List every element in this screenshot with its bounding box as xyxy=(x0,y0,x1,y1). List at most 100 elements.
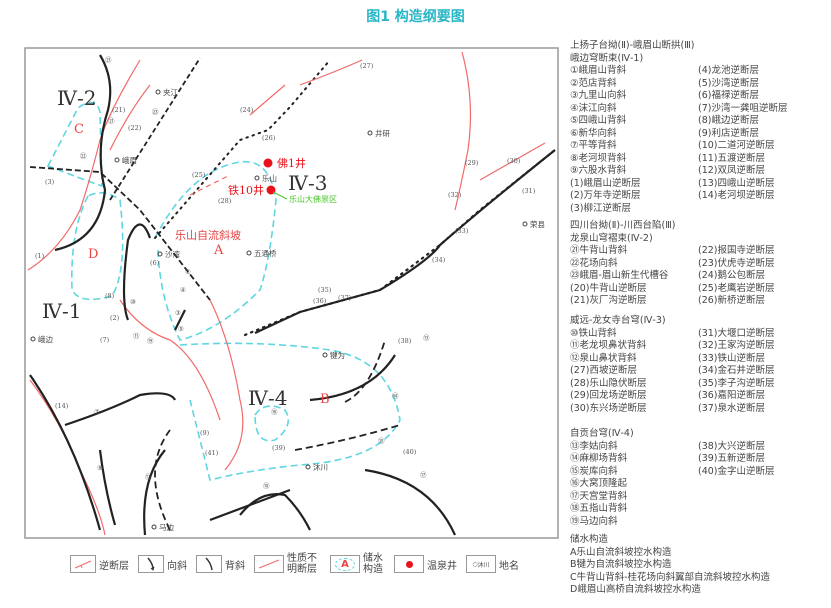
fault-label: (41) xyxy=(205,449,219,457)
place-marker xyxy=(367,130,373,136)
fold-label: ⑦ xyxy=(94,408,100,416)
zone-c: C xyxy=(74,122,84,137)
legend-item: ③九里山向斜 xyxy=(570,90,627,101)
legend-item: ⑮炭库向斜 xyxy=(570,465,618,477)
place-name: 乐山 xyxy=(262,173,277,183)
region-iv-2: Ⅳ-2 xyxy=(57,86,96,110)
fault-label: (3) xyxy=(45,178,55,186)
legend-item: (34)金石井逆断层 xyxy=(698,365,775,376)
legend-subheader: 自贡台穹(Ⅳ-4) xyxy=(570,428,634,439)
legend-list: (38)大兴逆断层 (39)五新逆断层 (40)金字山逆断层 xyxy=(698,441,775,529)
fault-label: (34) xyxy=(432,256,446,264)
fault-line xyxy=(119,299,221,421)
fold-axis xyxy=(174,309,186,331)
legend-group-iv-4: 自贡台穹(Ⅳ-4) ⑬李姑向斜 ⑭麻柳场背斜 ⑮炭库向斜 ⑯大窝顶隆起 ⑰天宫堂背斜 ⑱五… xyxy=(570,428,775,528)
fold-label: ⑪ xyxy=(133,332,140,340)
legend-list: (22)报国寺逆断层 (23)伏虎寺逆断层 (24)鹅公包断层 (25)老鹰岩逆断层(… xyxy=(698,245,775,308)
legend-item: (9)利店逆断层 xyxy=(698,127,759,139)
legend-item: (29)回龙场逆断层 xyxy=(570,390,647,401)
region-iv-1: Ⅳ-1 xyxy=(42,299,81,323)
place-marker xyxy=(522,221,528,227)
fault-label: (2) xyxy=(110,314,120,322)
zone-a: A xyxy=(213,243,224,258)
fold-label: ㉓ xyxy=(152,108,159,116)
legend-item: (6)福禄逆断层 xyxy=(698,90,759,101)
legend-item: ⑥新华向斜 xyxy=(570,127,617,139)
reverse-fault-icon xyxy=(70,555,96,573)
place-name: 井研 xyxy=(375,128,390,138)
legend-item: (33)铁山逆断层 xyxy=(698,352,766,364)
fold-axis xyxy=(143,449,166,536)
anticline-icon xyxy=(196,555,222,573)
legend-item: ⑧老河坝背斜 xyxy=(570,152,627,164)
fault-label: (29) xyxy=(465,159,479,167)
unknown-fault-icon xyxy=(254,555,284,573)
legend-item: ①峨眉山背斜 xyxy=(570,65,627,76)
legend-item: (8)峨边逆断层 xyxy=(698,115,759,126)
fold-axis xyxy=(98,449,117,526)
fold-label: ⑱ xyxy=(263,482,270,490)
legend-item: (10)二道河逆断层 xyxy=(698,140,775,151)
legend-unknown-fault: 性质不明断层 xyxy=(254,553,321,575)
dashed-syncline-b xyxy=(344,339,386,403)
legend-label: 逆断层 xyxy=(99,560,129,572)
fold-label: ⑨ xyxy=(97,464,103,472)
place-marker xyxy=(305,464,311,470)
place-name-icon: ○ 沐川 xyxy=(466,555,496,573)
legend-place-name: ○ 沐川 地名 xyxy=(466,555,519,573)
legend-item: ⑬李姑向斜 xyxy=(570,440,618,452)
anticline-axis xyxy=(254,149,556,334)
fold-label: ③ xyxy=(175,309,181,317)
fold-label: ㉒ xyxy=(80,152,87,160)
fold-label: ④ xyxy=(180,286,186,294)
fault-label: (7) xyxy=(100,336,110,344)
fault-label: (27) xyxy=(360,62,374,70)
fault-label: (33) xyxy=(455,227,469,235)
fold-label: ⑭ xyxy=(392,392,399,400)
place-name: 马边 xyxy=(159,523,174,532)
legend-item: (31)大堰口逆断层 xyxy=(698,327,775,339)
legend-item: (37)泉水逆断层 xyxy=(698,402,766,414)
fold-label: ⑲ xyxy=(147,337,154,345)
fault-label: (35) xyxy=(318,286,332,294)
legend-label: 背斜 xyxy=(225,560,245,572)
legend-header: 四川台拗(Ⅱ)-川西台陷(Ⅲ) xyxy=(570,220,676,231)
legend-item: (39)五新逆断层 xyxy=(698,453,766,464)
anticline-axis xyxy=(54,54,112,252)
fault-label: (37) xyxy=(338,294,352,302)
fold-label: ㉑ xyxy=(105,56,112,64)
water-structure-icon: A xyxy=(330,555,360,573)
fold-axis xyxy=(209,488,291,522)
place-marker xyxy=(114,157,120,163)
legend-item: (30)东兴场逆断层 xyxy=(570,402,647,414)
fault-label: (40) xyxy=(403,448,417,456)
legend-item: (20)牛背山逆断层 xyxy=(570,282,647,294)
dashed-fault-w xyxy=(29,166,211,301)
legend-item: (11)五渡逆断层 xyxy=(698,152,766,164)
legend-item: (5)沙湾逆断层 xyxy=(698,77,759,89)
place-marker xyxy=(157,251,163,257)
legend-item: (25)老鹰岩逆断层 xyxy=(698,282,775,294)
fold-axis xyxy=(64,392,176,427)
dashed-syncline-c xyxy=(294,424,401,451)
legend-item: ⑤四峨山背斜 xyxy=(570,115,627,126)
legend-subheader: 龙泉山穹褶束(Ⅳ-2) xyxy=(570,232,653,244)
fault-label: (1) xyxy=(35,252,45,260)
legend-item: (35)李子沟逆断层 xyxy=(698,377,775,389)
legend-label: 储水构造 xyxy=(363,553,383,575)
scenic-pointer xyxy=(272,191,288,200)
legend-item: (36)嘉阳逆断层 xyxy=(698,390,766,401)
legend-water-structures: 储水构造 A乐山自流斜坡控水构造 B犍为自流斜坡控水构造 C牛背山背斜-桂花场向斜翼… xyxy=(570,534,770,597)
legend-header: 上扬子台拗(Ⅱ)-峨眉山断拱(Ⅲ) xyxy=(570,40,695,51)
place-name: 沐川 xyxy=(313,462,328,472)
legend-item: (7)沙湾一龚咀逆断层 xyxy=(698,102,788,114)
fold-label: ⑮ xyxy=(378,437,385,445)
legend-list: (4)龙池逆断层 (5)沙湾逆断层 (6)福禄逆断层 (7)沙湾一龚咀逆断层 (8)峨边… xyxy=(698,65,787,215)
fault-line xyxy=(209,299,244,471)
legend-item: (32)王家沟逆断层 xyxy=(698,340,775,351)
legend-group-iv-1: 上扬子台拗(Ⅱ)-峨眉山断拱(Ⅲ) 峨边穹断束(Ⅳ-1) ①峨眉山背斜 ②范店背斜… xyxy=(570,40,787,215)
fault-line xyxy=(109,84,151,151)
legend-item: B犍为自流斜坡控水构造 xyxy=(570,559,672,570)
fault-label: (26) xyxy=(262,134,276,142)
